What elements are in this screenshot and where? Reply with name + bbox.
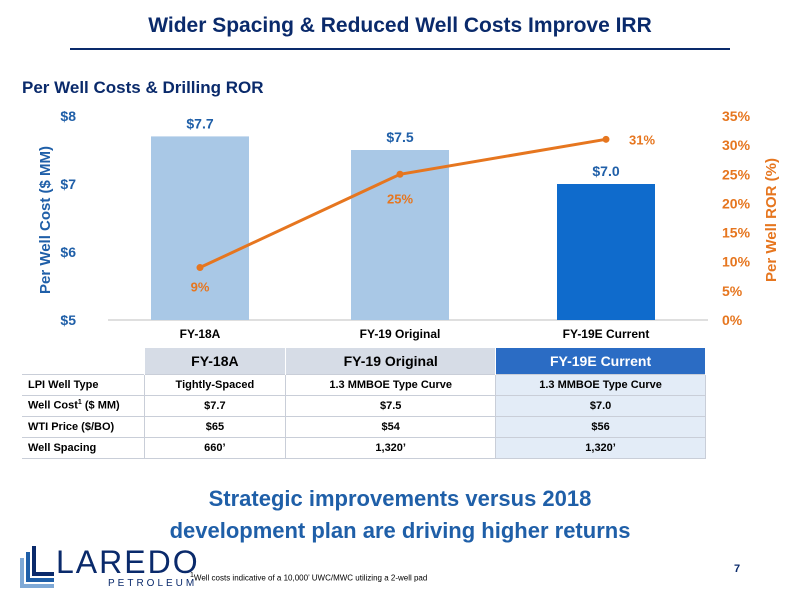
table-cell: Tightly-Spaced	[144, 373, 287, 396]
row-label-text: Well Cost	[28, 399, 78, 412]
table-cell: $65	[144, 416, 287, 438]
right-tick-label: 20%	[722, 195, 751, 211]
bar-series	[151, 136, 655, 320]
bar	[557, 184, 655, 320]
right-tick-label: 15%	[722, 225, 751, 241]
right-tick-label: 30%	[722, 137, 751, 153]
bar	[351, 150, 449, 320]
table-cell: $56	[495, 416, 706, 438]
bar-value-label: $7.7	[186, 115, 213, 131]
table-row: WTI Price ($/BO) $65 $54 $56	[22, 416, 706, 438]
left-tick-label: $7	[60, 176, 76, 192]
footnote-mark: 1	[190, 572, 194, 579]
title-divider	[70, 48, 730, 50]
right-tick-label: 5%	[722, 283, 743, 299]
logo-mark-icon	[20, 546, 54, 588]
right-tick-label: 0%	[722, 312, 743, 328]
table-cell: $7.0	[495, 395, 706, 417]
left-tick-label: $8	[60, 108, 76, 124]
laredo-logo: LAREDO PETROLEUM	[20, 544, 198, 592]
ror-point	[196, 264, 204, 272]
table-cell: $7.5	[285, 395, 497, 417]
right-axis-title: Per Well ROR (%)	[763, 158, 780, 282]
table-cell: $54	[285, 416, 497, 438]
header-fy19-original: FY-19 Original	[285, 348, 497, 374]
left-axis-title: Per Well Cost ($ MM)	[37, 146, 54, 294]
row-label-suffix: ($ MM)	[81, 399, 120, 412]
right-tick-label: 25%	[722, 166, 751, 182]
ror-point	[396, 170, 404, 178]
category-label: FY-19E Current	[563, 327, 650, 341]
bar-value-label: $7.0	[592, 163, 619, 179]
tagline-line-1: Strategic improvements versus 2018	[208, 486, 592, 511]
slide-title: Wider Spacing & Reduced Well Costs Impro…	[148, 14, 652, 37]
header-fy18a: FY-18A	[144, 348, 287, 374]
left-tick-label: $5	[60, 312, 76, 328]
left-tick-label: $6	[60, 244, 76, 260]
bar	[151, 136, 249, 320]
row-label: Well Spacing	[22, 437, 145, 459]
ror-value-label: 25%	[387, 191, 413, 206]
bar-value-label: $7.5	[386, 129, 413, 145]
table-row: Well Cost1 ($ MM) $7.7 $7.5 $7.0	[22, 395, 706, 417]
ror-point	[602, 135, 610, 143]
table-cell: 1,320’	[495, 437, 706, 459]
left-axis-ticks: $5 $6 $7 $8	[60, 108, 76, 328]
table-cell: $7.7	[144, 395, 287, 417]
right-tick-label: 10%	[722, 254, 751, 270]
ror-value-label: 31%	[629, 132, 655, 147]
logo-wordmark: LAREDO	[56, 544, 200, 580]
right-tick-label: 35%	[722, 108, 751, 124]
category-labels: FY-18A FY-19 Original FY-19E Current	[180, 327, 650, 341]
table-row: Well Spacing 660’ 1,320’ 1,320’	[22, 437, 706, 459]
table-corner	[22, 348, 145, 374]
table-row: LPI Well Type Tightly-Spaced 1.3 MMBOE T…	[22, 373, 706, 396]
tagline-line-2: development plan are driving higher retu…	[169, 518, 631, 543]
footnote-text: Well costs indicative of a 10,000’ UWC/M…	[193, 573, 428, 583]
right-axis-ticks: 0% 5% 10% 15% 20% 25% 30% 35%	[722, 108, 751, 328]
footnote: 1Well costs indicative of a 10,000’ UWC/…	[190, 572, 427, 583]
chart-heading: Per Well Costs & Drilling ROR	[22, 78, 264, 97]
ror-value-label: 9%	[191, 280, 210, 295]
cost-ror-chart: $7.7 $7.5 $7.0 9% 25% 31% $5 $6 $7 $8 0% 5% 10% 15…	[37, 108, 780, 341]
ror-line-series	[196, 135, 610, 272]
bar-value-labels: $7.7 $7.5 $7.0	[186, 115, 619, 179]
metrics-table: FY-18A FY-19 Original FY-19E Current LPI…	[22, 348, 706, 459]
table-cell: 1.3 MMBOE Type Curve	[285, 373, 497, 396]
ror-value-labels: 9% 25% 31%	[191, 132, 656, 294]
table-header-row: FY-18A FY-19 Original FY-19E Current	[22, 348, 706, 374]
category-label: FY-18A	[180, 327, 221, 341]
table-cell: 1.3 MMBOE Type Curve	[495, 373, 706, 396]
row-label: Well Cost1 ($ MM)	[22, 395, 145, 417]
page-number: 7	[734, 563, 741, 575]
table-cell: 660’	[144, 437, 287, 459]
category-label: FY-19 Original	[360, 327, 441, 341]
row-label: LPI Well Type	[22, 373, 145, 396]
logo-subtitle: PETROLEUM	[108, 578, 198, 589]
footnote-ref: 1	[77, 399, 82, 407]
header-fy19e-current: FY-19E Current	[495, 348, 706, 374]
row-label: WTI Price ($/BO)	[22, 416, 145, 438]
table-cell: 1,320’	[285, 437, 497, 459]
